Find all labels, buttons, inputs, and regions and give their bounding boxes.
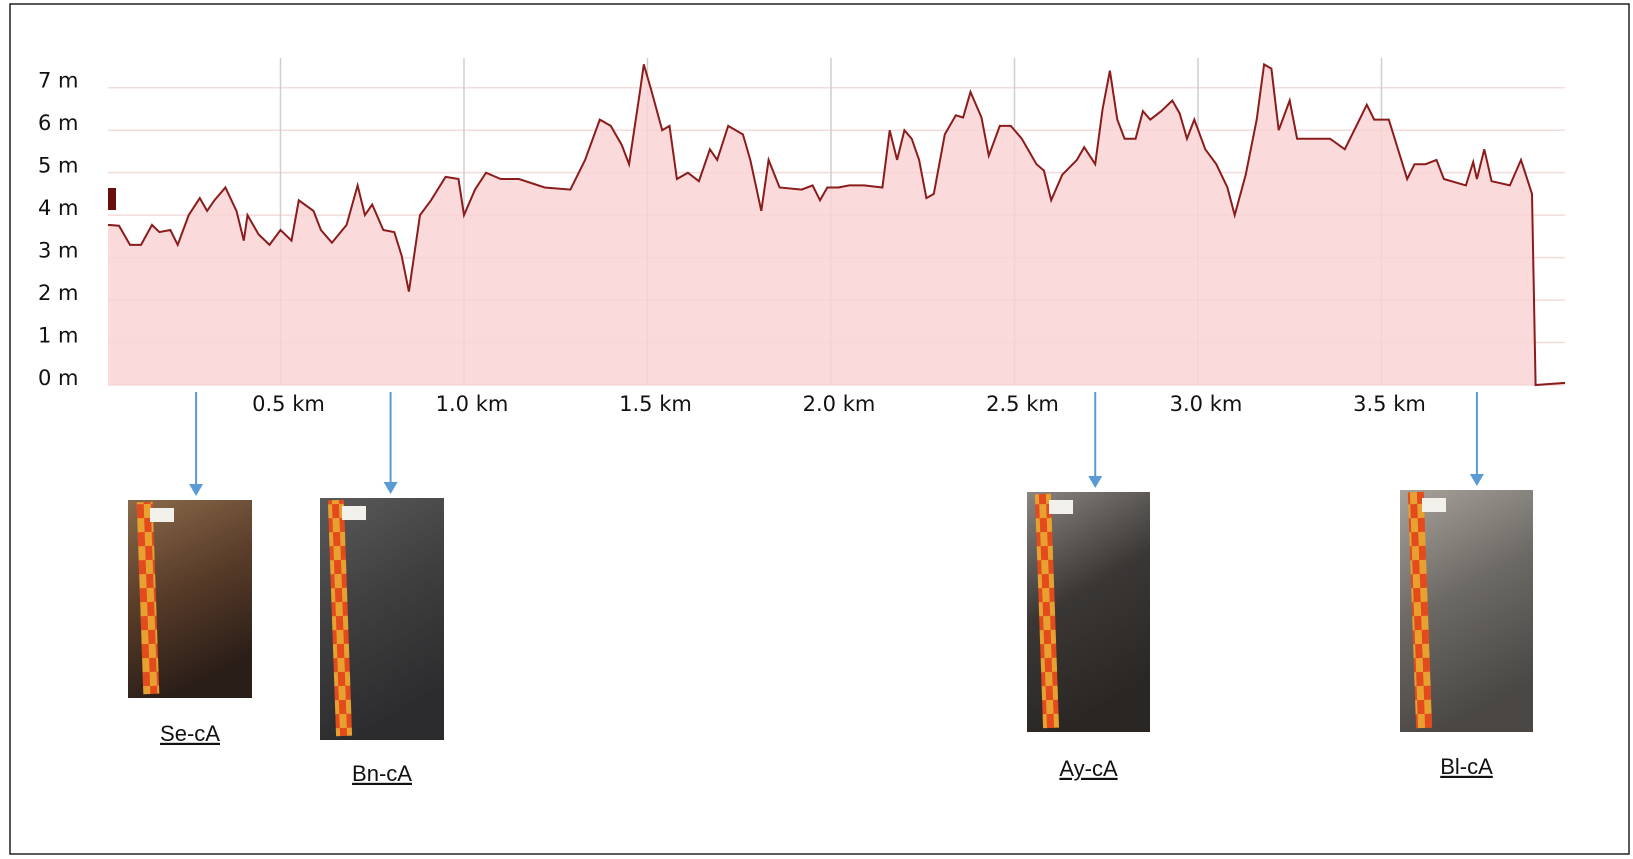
area-fill (108, 64, 1565, 385)
annotation-label: Bl-cA (1440, 754, 1493, 779)
y-tick-label: 7 m (38, 69, 79, 93)
x-tick-label: 2.5 km (986, 392, 1059, 416)
x-tick-label: 2.0 km (803, 392, 876, 416)
x-tick-label: 0.5 km (252, 392, 325, 416)
photo-tag (150, 508, 174, 522)
y-tick-label: 0 m (38, 366, 79, 390)
y-tick-label: 5 m (38, 154, 79, 178)
y-tick-label: 1 m (38, 324, 79, 348)
chart: 0 m 1 m 2 m 3 m 4 m 5 m 6 m 7 m 0.5 km 1.0 km 1.5 … (0, 0, 1633, 859)
y-tick-label: 2 m (38, 281, 79, 305)
x-tick-label: 3.0 km (1170, 392, 1243, 416)
page: 0 m 1 m 2 m 3 m 4 m 5 m 6 m 7 m 0.5 km 1.0 km 1.5 … (0, 0, 1633, 859)
arrow-head (384, 482, 398, 494)
arrow-head (1470, 474, 1484, 486)
arrow-head (1088, 476, 1102, 488)
photo-tag (1422, 498, 1446, 512)
annotation-label: Se-cA (160, 721, 220, 746)
x-tick-label: 1.0 km (436, 392, 509, 416)
photo-tag (1049, 500, 1073, 514)
x-tick-label: 1.5 km (619, 392, 692, 416)
photo-tag (342, 506, 366, 520)
arrow-head (189, 484, 203, 496)
marker (108, 188, 116, 210)
y-tick-label: 6 m (38, 111, 79, 135)
annotation-label: Ay-cA (1059, 756, 1118, 781)
annotation-label: Bn-cA (352, 761, 412, 786)
x-tick-label: 3.5 km (1353, 392, 1426, 416)
y-tick-label: 3 m (38, 239, 79, 263)
y-tick-label: 4 m (38, 196, 79, 220)
